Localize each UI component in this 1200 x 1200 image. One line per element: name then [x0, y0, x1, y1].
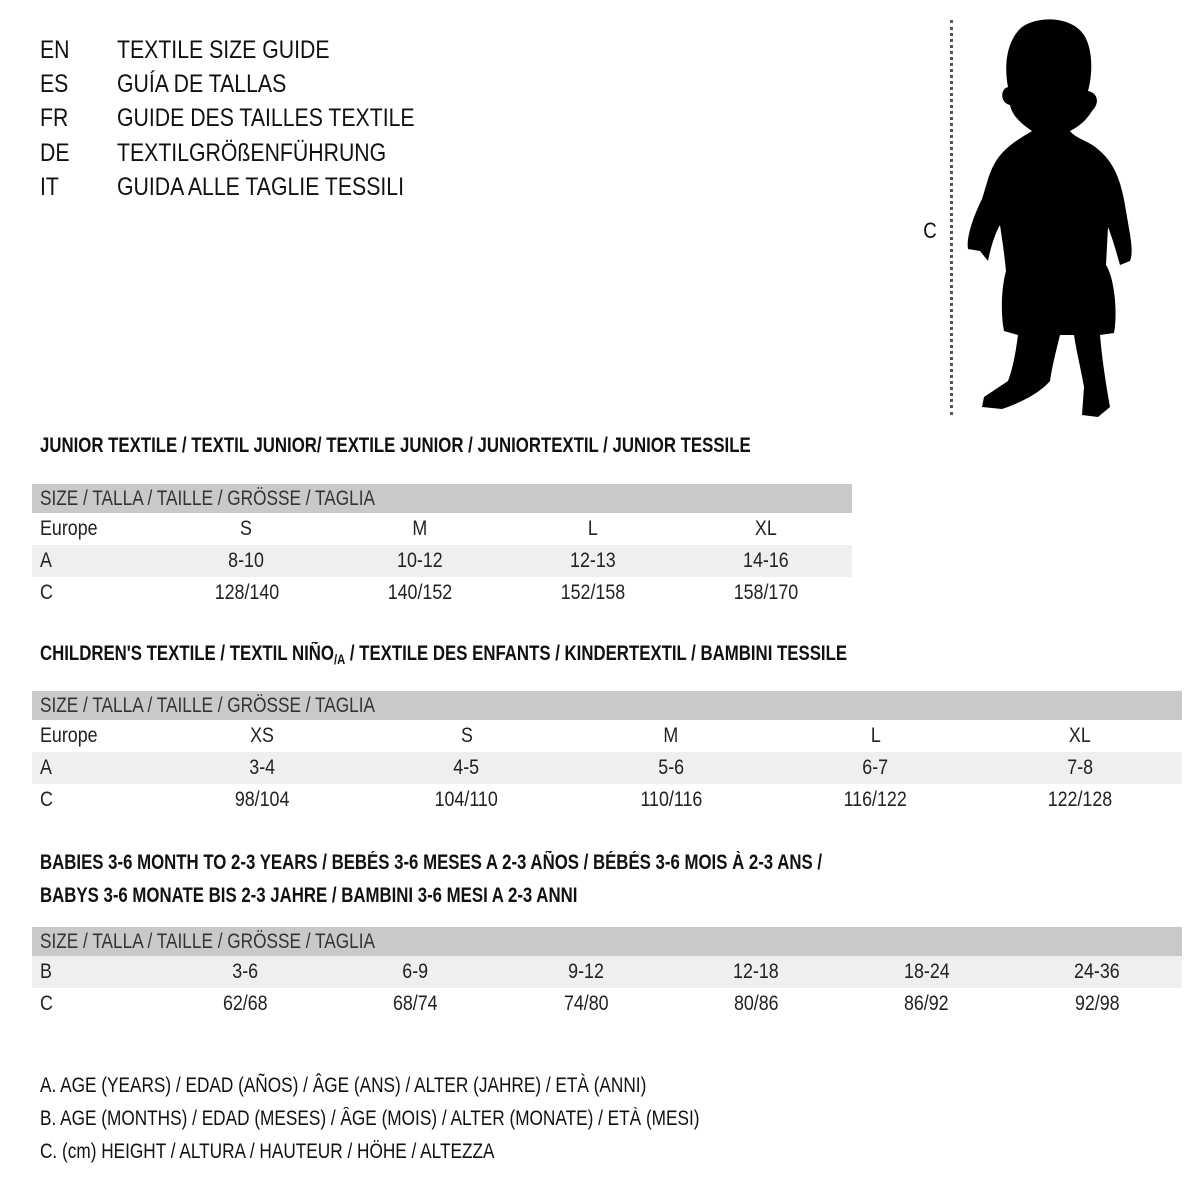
title-part: / TEXTILE DES ENFANTS / KINDERTEXTIL / B…	[345, 642, 848, 665]
cell: 104/110	[434, 788, 499, 811]
cell: 3-6	[232, 960, 259, 983]
lang-code: IT	[40, 173, 59, 201]
row-label: B	[40, 960, 52, 983]
table-header-text: SIZE / TALLA / TAILLE / GRÖSSE / TAGLIA	[40, 487, 375, 510]
cell: 74/80	[563, 992, 609, 1015]
cell: XL	[1068, 724, 1091, 747]
legend-a: A. AGE (YEARS) / EDAD (AÑOS) / ÂGE (ANS)…	[40, 1074, 647, 1097]
table-row: C 62/68 68/74 74/80 80/86 86/92 92/98	[32, 988, 1182, 1020]
cell: 14-16	[742, 549, 789, 572]
title-text: GUIDA ALLE TAGLIE TESSILI	[117, 173, 405, 201]
cell: 3-4	[249, 756, 276, 779]
cell: M	[412, 517, 427, 540]
cell: XS	[250, 724, 275, 747]
cell: L	[587, 517, 598, 540]
cell: 98/104	[234, 788, 290, 811]
child-silhouette-icon	[967, 19, 1132, 417]
cell: 24-36	[1073, 960, 1120, 983]
cell: 8-10	[228, 549, 265, 572]
table-row: B 3-6 6-9 9-12 12-18 18-24 24-36	[32, 956, 1182, 988]
cell: S	[240, 517, 253, 540]
cell: M	[663, 724, 679, 747]
cell: 6-7	[862, 756, 889, 779]
row-label: A	[40, 756, 52, 779]
cell: 158/170	[733, 581, 798, 604]
lang-code: DE	[40, 139, 70, 167]
lang-code: EN	[40, 36, 70, 64]
title-text: GUÍA DE TALLAS	[117, 70, 287, 98]
table-row: A 8-10 10-12 12-13 14-16	[32, 545, 852, 577]
babies-section-title-line2: BABYS 3-6 MONATE BIS 2-3 JAHRE / BAMBINI…	[40, 884, 578, 907]
row-label: C	[40, 788, 53, 811]
title-part: CHILDREN'S TEXTILE / TEXTIL NIÑO	[40, 642, 334, 665]
height-measure-line	[950, 20, 953, 415]
legend-b: B. AGE (MONTHS) / EDAD (MESES) / ÂGE (MO…	[40, 1107, 700, 1130]
cell: 12-13	[569, 549, 616, 572]
table-row: C 128/140 140/152 152/158 158/170	[32, 577, 852, 609]
children-size-table: SIZE / TALLA / TAILLE / GRÖSSE / TAGLIA …	[32, 691, 1182, 816]
table-header: SIZE / TALLA / TAILLE / GRÖSSE / TAGLIA	[32, 484, 852, 513]
legend-c: C. (cm) HEIGHT / ALTURA / HAUTEUR / HÖHE…	[40, 1140, 495, 1163]
cell: 18-24	[903, 960, 950, 983]
cell: 110/116	[640, 788, 702, 811]
table-header-text: SIZE / TALLA / TAILLE / GRÖSSE / TAGLIA	[40, 930, 375, 953]
title-text: TEXTILGRÖßENFÜHRUNG	[117, 139, 387, 167]
cell: 5-6	[658, 756, 684, 779]
babies-size-table: SIZE / TALLA / TAILLE / GRÖSSE / TAGLIA …	[32, 927, 1182, 1020]
cell: 12-18	[733, 960, 779, 983]
table-row: Europe S M L XL	[32, 513, 852, 545]
junior-section-title: JUNIOR TEXTILE / TEXTIL JUNIOR/ TEXTILE …	[40, 434, 751, 457]
lang-code: FR	[40, 104, 69, 132]
table-row: Europe XS S M L XL	[32, 720, 1182, 752]
cell: 92/98	[1074, 992, 1120, 1015]
cell: 4-5	[453, 756, 480, 779]
junior-size-table: SIZE / TALLA / TAILLE / GRÖSSE / TAGLIA …	[32, 484, 852, 609]
cell: 62/68	[222, 992, 268, 1015]
cell: L	[870, 724, 881, 747]
cell: 6-9	[402, 960, 429, 983]
table-header: SIZE / TALLA / TAILLE / GRÖSSE / TAGLIA	[32, 927, 1182, 956]
lang-code: ES	[40, 70, 69, 98]
row-label: Europe	[40, 517, 98, 540]
title-subscript: /A	[333, 651, 346, 667]
cell: 68/74	[393, 992, 438, 1015]
cell: XL	[754, 517, 777, 540]
row-label: A	[40, 549, 52, 572]
cell: 128/140	[214, 581, 279, 604]
children-section-title: CHILDREN'S TEXTILE / TEXTIL NIÑO/A / TEX…	[40, 642, 847, 667]
row-label: C	[40, 992, 53, 1015]
cell: 140/152	[387, 581, 452, 604]
cell: 80/86	[733, 992, 779, 1015]
cell: 7-8	[1066, 756, 1093, 779]
title-text: TEXTILE SIZE GUIDE	[117, 36, 330, 64]
row-label: C	[40, 581, 53, 604]
table-row: A 3-4 4-5 5-6 6-7 7-8	[32, 752, 1182, 784]
title-text: GUIDE DES TAILLES TEXTILE	[117, 104, 415, 132]
height-label: C	[923, 218, 937, 243]
cell: 86/92	[904, 992, 949, 1015]
cell: 9-12	[567, 960, 604, 983]
table-header-text: SIZE / TALLA / TAILLE / GRÖSSE / TAGLIA	[40, 694, 375, 717]
cell: S	[460, 724, 473, 747]
table-row: C 98/104 104/110 110/116 116/122 122/128	[32, 784, 1182, 816]
babies-section-title-line1: BABIES 3-6 MONTH TO 2-3 YEARS / BEBÉS 3-…	[40, 851, 823, 874]
cell: 122/128	[1047, 788, 1113, 811]
cell: 152/158	[560, 581, 625, 604]
cell: 10-12	[396, 549, 443, 572]
row-label: Europe	[40, 724, 98, 747]
cell: 116/122	[843, 788, 908, 811]
table-header: SIZE / TALLA / TAILLE / GRÖSSE / TAGLIA	[32, 691, 1182, 720]
